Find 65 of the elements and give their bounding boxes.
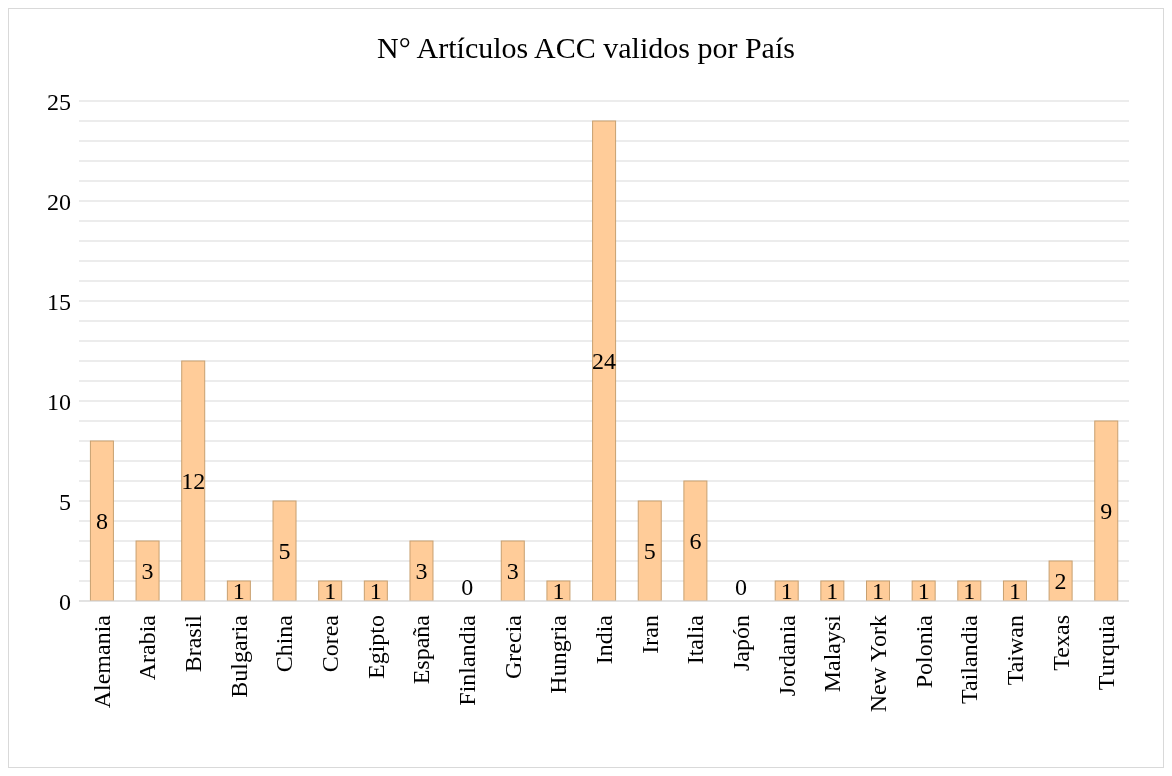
data-label: 6	[689, 528, 702, 554]
bar	[181, 360, 206, 601]
bar	[89, 440, 114, 601]
x-tick-label: Japón	[727, 615, 754, 671]
x-tick-label: Texas	[1047, 615, 1074, 671]
x-tick-label: India	[591, 614, 617, 665]
data-label: 1	[324, 578, 337, 604]
data-label: 1	[872, 578, 884, 604]
data-label: 1	[1008, 578, 1021, 604]
data-label: 1	[780, 578, 793, 604]
x-tick-label: España	[408, 614, 435, 685]
x-tick-label: Grecia	[499, 614, 526, 679]
data-label: 1	[826, 578, 839, 604]
x-tick-label: New York	[864, 615, 891, 713]
x-tick-label: Iran	[636, 615, 663, 654]
x-tick-label: Tailandia	[956, 614, 983, 704]
y-tick-label: 10	[47, 388, 71, 415]
data-label: 8	[95, 508, 108, 534]
data-label: 2	[1054, 568, 1067, 594]
x-tick-label: Polonia	[910, 614, 937, 689]
data-label: 0	[735, 574, 748, 600]
bar	[135, 540, 160, 601]
data-label: 3	[506, 558, 519, 584]
y-tick-label: 15	[47, 288, 71, 315]
chart-title: N° Artículos ACC validos por País	[376, 30, 796, 66]
x-tick-label: Hungria	[545, 614, 572, 694]
data-label: 1	[963, 578, 976, 604]
x-tick-label: Turquia	[1093, 614, 1120, 691]
x-tick-label: Italia	[682, 614, 709, 665]
y-tick-label: 25	[47, 88, 71, 115]
x-tick-label: Jordania	[773, 614, 800, 697]
data-label: 3	[141, 558, 154, 584]
data-label: 24	[592, 348, 617, 374]
y-tick-label: 0	[59, 588, 71, 615]
bar	[409, 540, 434, 601]
bar	[1048, 560, 1073, 601]
data-label: 0	[461, 574, 474, 600]
x-tick-label: Malaysi	[819, 614, 846, 693]
bar	[272, 500, 297, 601]
bar	[546, 580, 571, 601]
data-label: 1	[369, 578, 382, 604]
bar	[592, 120, 617, 601]
x-tick-label: Alemania	[88, 614, 115, 709]
data-label: 9	[1100, 498, 1113, 524]
y-tick-label: 20	[47, 188, 71, 215]
data-label: 3	[415, 558, 428, 584]
x-tick-label: China	[271, 614, 298, 673]
x-tick-label: Egipto	[362, 615, 389, 679]
x-tick-label: Finlandia	[454, 614, 481, 706]
x-tick-label: Brasil	[180, 614, 207, 673]
data-label: 5	[643, 538, 656, 564]
data-label: 1	[232, 578, 245, 604]
x-tick-label: Bulgaria	[225, 614, 252, 698]
bar	[683, 480, 708, 601]
bar	[1094, 420, 1119, 601]
x-tick-label: Corea	[317, 614, 344, 673]
x-tick-label: Arabia	[134, 614, 161, 681]
bar	[637, 500, 662, 601]
data-label: 12	[181, 468, 206, 494]
data-label: 1	[917, 578, 930, 604]
data-label: 1	[552, 578, 565, 604]
y-tick-label: 5	[59, 488, 71, 515]
bar	[500, 540, 525, 601]
x-tick-label: Taiwan	[1001, 615, 1028, 686]
data-label: 5	[278, 538, 291, 564]
